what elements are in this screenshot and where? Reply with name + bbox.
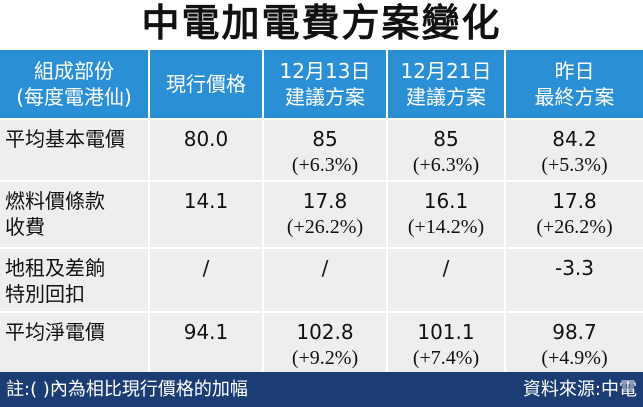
cell-text: 84.2	[552, 127, 597, 151]
table-cell: /	[264, 249, 386, 311]
cell-text: 昨日	[554, 59, 595, 83]
table-cell: 組成部份 (每度電港仙)	[0, 50, 148, 118]
cell-text: /	[442, 256, 450, 280]
table-cell: 12月21日 建議方案	[388, 50, 504, 118]
table-cell: 14.1	[150, 182, 262, 247]
table-cell: 94.1	[150, 313, 262, 378]
table-cell: 12月13日 建議方案	[264, 50, 386, 118]
cell-text: (+26.2%)	[536, 216, 613, 238]
cell-text: (+14.2%)	[407, 216, 485, 238]
table-cell: 燃料價條款 收費	[0, 182, 148, 247]
cell-text: 最終方案	[534, 85, 615, 109]
cell-text: 101.1	[417, 320, 475, 344]
cell-text: (+9.2%)	[291, 347, 359, 369]
table-cell: 101.1 (+7.4%)	[388, 313, 504, 378]
cell-text: (+26.2%)	[286, 216, 364, 238]
table-cell: 平均淨電價	[0, 313, 148, 378]
cell-text: (+5.3%)	[541, 154, 608, 176]
cell-text: /	[202, 256, 210, 280]
cell-text: (+7.4%)	[412, 347, 480, 369]
cell-text: 地租及差餉	[5, 256, 105, 280]
table-cell: 80.0	[150, 120, 262, 180]
cell-text: -3.3	[554, 256, 595, 280]
cell-text: 現行價格	[166, 72, 246, 96]
cell-text: 12月13日	[279, 59, 371, 83]
cell-text: 建議方案	[406, 85, 486, 109]
cell-text: 80.0	[183, 127, 229, 151]
table-cell: 16.1 (+14.2%)	[388, 182, 504, 247]
table-cell: 昨日 最終方案	[506, 50, 643, 118]
cell-text: (+4.9%)	[541, 347, 608, 369]
cell-text: (+6.3%)	[412, 154, 480, 176]
cell-text: 12月21日	[400, 59, 492, 83]
cell-text: 組成部份	[34, 59, 114, 83]
cell-text: 94.1	[183, 320, 229, 344]
cell-text: (每度電港仙)	[16, 85, 132, 109]
title: 中電加電費方案變化	[141, 1, 502, 45]
table-cell: 85 (+6.3%)	[264, 120, 386, 180]
cell-text: 14.1	[183, 189, 229, 213]
cell-text: 燃料價條款	[5, 189, 105, 213]
table-cell: 地租及差餉 特別回扣	[0, 249, 148, 311]
cell-text: 平均淨電價	[5, 320, 105, 344]
table-cell: 98.7 (+4.9%)	[506, 313, 643, 378]
table-cell: /	[388, 249, 504, 311]
footer: 註:( )內為相比現行價格的加幅 資料來源:中電	[0, 372, 643, 407]
source: 資料來源:中電	[522, 379, 637, 400]
cell-text: 85	[312, 127, 338, 151]
footnote: 註:( )內為相比現行價格的加幅	[6, 379, 248, 400]
table-cell: 平均基本電價	[0, 120, 148, 180]
cell-text: 85	[433, 127, 459, 151]
cell-text: /	[321, 256, 329, 280]
cell-text: 建議方案	[285, 85, 365, 109]
table-cell: /	[150, 249, 262, 311]
cell-text: 特別回扣	[5, 282, 85, 306]
table-cell: 17.8 (+26.2%)	[506, 182, 643, 247]
table-cell: 102.8 (+9.2%)	[264, 313, 386, 378]
cell-text: 平均基本電價	[5, 127, 125, 151]
cell-text: 17.8	[302, 189, 348, 213]
cell-text: (+6.3%)	[291, 154, 359, 176]
cell-text: 98.7	[552, 320, 597, 344]
table: 組成部份 (每度電港仙) 現行價格 12月13日 建議方案 12月21日 建議方案 昨日 最終方…	[0, 50, 643, 378]
table-cell: -3.3	[506, 249, 643, 311]
table-cell: 現行價格	[150, 50, 262, 118]
cell-text: 102.8	[296, 320, 354, 344]
table-cell: 17.8 (+26.2%)	[264, 182, 386, 247]
table-cell: 85 (+6.3%)	[388, 120, 504, 180]
cell-text: 16.1	[423, 189, 469, 213]
table-cell: 84.2 (+5.3%)	[506, 120, 643, 180]
cell-text: 收費	[5, 215, 45, 239]
cell-text: 17.8	[552, 189, 597, 213]
